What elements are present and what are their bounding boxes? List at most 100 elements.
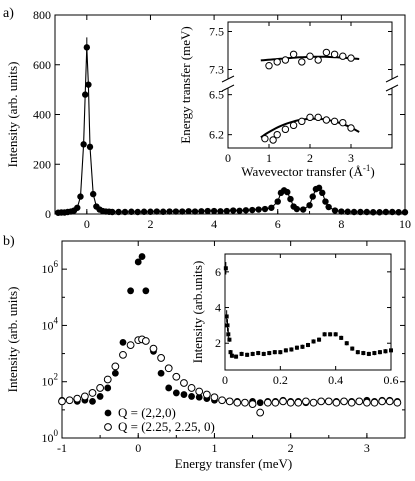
b-y-tick-base: 10 bbox=[42, 375, 54, 389]
b-inset-data-point bbox=[377, 350, 382, 355]
b-data-point-open bbox=[195, 387, 204, 396]
a-data-point bbox=[159, 208, 167, 215]
panel-label-b: b) bbox=[3, 234, 15, 249]
a-data-point bbox=[363, 208, 371, 216]
b-inset-data-point bbox=[317, 337, 322, 342]
a-inset-x-tick-label: 2 bbox=[307, 151, 313, 165]
a-data-point bbox=[261, 205, 269, 213]
a-data-point bbox=[293, 205, 301, 213]
a-data-point bbox=[121, 208, 129, 216]
a-data-point bbox=[350, 208, 358, 216]
b-y-tick-label: 106 bbox=[42, 259, 59, 276]
a-data-point bbox=[249, 206, 256, 214]
b-inset-data-point bbox=[389, 348, 393, 353]
b-data-point-open bbox=[324, 397, 333, 406]
b-inset-data-point bbox=[339, 335, 344, 340]
b-inset-data-point bbox=[245, 352, 250, 357]
b-data-point-filled bbox=[96, 393, 104, 400]
a-inset-y-tick-label: 6.5 bbox=[209, 88, 224, 102]
b-y-tick-exp: 0 bbox=[54, 428, 59, 438]
a-inset-x-axis-label-end: ) bbox=[370, 164, 374, 179]
b-inset-y-tick-label: 4 bbox=[215, 301, 221, 315]
b-data-point-open bbox=[180, 379, 188, 387]
a-data-point bbox=[306, 202, 313, 209]
a-data-point bbox=[268, 204, 275, 211]
a-data-point bbox=[198, 208, 205, 215]
a-data-point bbox=[382, 208, 390, 216]
a-inset-data-point-lower bbox=[281, 125, 290, 134]
b-inset-data-point bbox=[272, 350, 277, 355]
a-data-point bbox=[109, 208, 116, 216]
a-data-point bbox=[74, 204, 81, 211]
b-inset-data-point bbox=[294, 345, 299, 350]
a-data-point bbox=[242, 207, 250, 214]
b-y-tick-label: 100 bbox=[42, 428, 59, 445]
a-inset-data-point-upper bbox=[306, 52, 314, 60]
b-inset-data-point bbox=[223, 266, 228, 271]
b-x-tick-label: 0 bbox=[135, 441, 141, 455]
b-inset-x-tick-label: 0.4 bbox=[328, 373, 343, 387]
b-inset-data-point bbox=[350, 346, 355, 351]
b-data-point-open bbox=[355, 397, 364, 406]
a-data-point bbox=[369, 209, 377, 216]
b-data-point-open bbox=[88, 389, 97, 397]
b-data-point-open bbox=[164, 364, 173, 373]
b-data-point-open bbox=[210, 393, 219, 402]
panel-label-a: a) bbox=[3, 6, 14, 21]
b-data-point-open bbox=[141, 337, 150, 345]
a-data-point bbox=[89, 190, 97, 198]
b-data-point-filled bbox=[172, 389, 180, 397]
a-data-point bbox=[83, 44, 91, 51]
b-inset-data-point bbox=[322, 332, 327, 337]
a-data-point bbox=[191, 208, 199, 215]
b-data-point-filled bbox=[256, 399, 264, 407]
b-x-tick-label: 2 bbox=[288, 441, 294, 455]
b-inset-data-point bbox=[366, 351, 371, 356]
a-inset-x-tick-label: 3 bbox=[348, 151, 354, 165]
b-inset-data-point bbox=[333, 332, 338, 337]
b-y-tick-exp: 2 bbox=[54, 372, 59, 382]
b-inset-y-tick-label: 2 bbox=[215, 336, 221, 350]
b-inset-data-point bbox=[344, 341, 349, 346]
b-data-point-open bbox=[157, 354, 165, 362]
b-inset-data-point bbox=[361, 351, 366, 356]
b-data-point-open bbox=[378, 397, 387, 406]
a-x-tick-label: 6 bbox=[275, 217, 281, 231]
b-data-point-open bbox=[111, 362, 120, 371]
a-x-tick-label: 2 bbox=[147, 217, 153, 231]
a-y-tick-label: 0 bbox=[45, 207, 51, 221]
b-inset-data-point bbox=[227, 337, 232, 342]
b-data-point-open bbox=[218, 396, 226, 405]
b-data-point-filled bbox=[157, 369, 165, 377]
b-data-point-filled bbox=[134, 258, 142, 266]
b-inset-y-tick-label: 6 bbox=[215, 265, 221, 279]
a-inset-data-point-upper bbox=[298, 58, 306, 66]
b-x-axis-label: Energy transfer (meV) bbox=[175, 456, 292, 471]
a-inset-x-axis-label-text: Wavevector transfer (Å bbox=[241, 164, 363, 179]
a-data-point bbox=[389, 208, 396, 216]
a-y-axis-label: Intensity (arb. units) bbox=[5, 62, 20, 168]
a-data-point bbox=[319, 189, 326, 197]
a-data-point bbox=[172, 208, 180, 215]
b-legend-marker-filled bbox=[104, 409, 112, 417]
b-inset-data-point bbox=[250, 351, 255, 356]
b-inset-data-point bbox=[306, 343, 310, 348]
b-inset-x-tick-label: 0.6 bbox=[384, 373, 399, 387]
b-data-point-open bbox=[65, 396, 74, 405]
b-inset-data-point bbox=[300, 344, 305, 349]
b-inset-x-tick-label: 0.2 bbox=[273, 373, 288, 387]
b-data-point-open bbox=[263, 398, 272, 407]
a-inset-data-point-lower bbox=[306, 113, 314, 122]
b-main-frame bbox=[61, 240, 406, 439]
b-data-point-open bbox=[309, 398, 318, 407]
b-data-point-open bbox=[73, 394, 82, 403]
b-legend-label: Q = (2.25, 2.25, 0) bbox=[118, 419, 215, 434]
b-inset-data-point bbox=[372, 351, 377, 356]
a-data-point bbox=[217, 208, 224, 215]
b-data-point-filled bbox=[180, 391, 188, 398]
a-inset-data-point-lower bbox=[261, 134, 269, 143]
b-y-tick-base: 10 bbox=[42, 431, 54, 445]
